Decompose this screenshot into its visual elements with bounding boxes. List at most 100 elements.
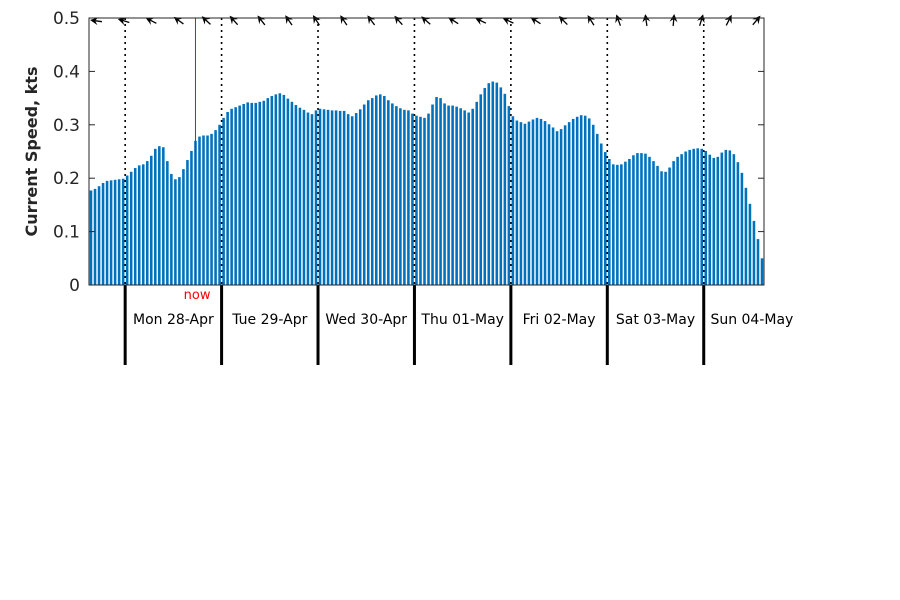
bar bbox=[274, 94, 278, 285]
bar bbox=[640, 153, 643, 285]
bar bbox=[154, 148, 157, 285]
bar bbox=[391, 103, 394, 285]
bar bbox=[664, 171, 667, 285]
arrow-head bbox=[587, 15, 596, 24]
bar bbox=[736, 162, 740, 285]
bar bbox=[266, 98, 270, 285]
bar bbox=[137, 165, 141, 285]
bar bbox=[559, 129, 563, 285]
y-tick-label: 0 bbox=[69, 276, 80, 296]
bar bbox=[652, 161, 655, 285]
bar bbox=[158, 146, 161, 285]
bar bbox=[676, 156, 679, 285]
arrow-head bbox=[367, 15, 376, 25]
day-label: Tue 29-Apr bbox=[231, 312, 307, 328]
bar bbox=[571, 118, 575, 286]
bar bbox=[387, 100, 390, 286]
bar bbox=[660, 171, 663, 285]
bar bbox=[117, 179, 121, 285]
bar bbox=[692, 148, 695, 285]
bar bbox=[672, 161, 675, 285]
direction-arrow bbox=[615, 14, 623, 26]
bar bbox=[704, 150, 708, 285]
bar bbox=[346, 114, 350, 286]
bar bbox=[756, 239, 760, 285]
bar bbox=[443, 103, 446, 285]
bar bbox=[427, 113, 430, 285]
day-label: Sun 04-May bbox=[710, 312, 793, 328]
bar bbox=[395, 106, 398, 285]
direction-arrow bbox=[367, 15, 376, 26]
direction-arrow bbox=[669, 14, 678, 27]
bar bbox=[636, 153, 639, 285]
bar bbox=[579, 115, 583, 285]
bar bbox=[599, 143, 603, 285]
day-axis: Mon 28-Apr Tue 29-Apr Wed 30-Apr Thu 01-May… bbox=[123, 285, 793, 365]
bar bbox=[684, 151, 687, 285]
bar bbox=[487, 83, 491, 286]
bar bbox=[608, 158, 611, 285]
bar bbox=[712, 157, 716, 285]
bar bbox=[306, 112, 310, 286]
bar bbox=[463, 110, 466, 285]
bar bbox=[455, 106, 458, 285]
arrow-head bbox=[117, 17, 127, 26]
bar bbox=[121, 178, 125, 285]
day-dividers bbox=[124, 18, 705, 285]
bar bbox=[238, 105, 241, 285]
bar bbox=[632, 155, 635, 285]
bar bbox=[648, 156, 651, 285]
bar bbox=[439, 98, 442, 285]
day-label: Fri 02-May bbox=[523, 312, 596, 328]
arrow-head bbox=[90, 17, 99, 26]
bar bbox=[174, 179, 177, 285]
bar bbox=[278, 93, 282, 285]
direction-arrow bbox=[752, 15, 761, 26]
bar bbox=[495, 82, 499, 285]
direction-arrow bbox=[587, 15, 596, 26]
bar bbox=[234, 107, 237, 286]
arrow-head bbox=[448, 17, 458, 25]
bar bbox=[503, 93, 507, 285]
direction-arrow bbox=[530, 17, 541, 25]
bar bbox=[170, 173, 173, 285]
bar bbox=[374, 95, 378, 286]
y-tick-label: 0.3 bbox=[53, 116, 80, 136]
bar bbox=[149, 155, 153, 285]
bar bbox=[555, 131, 559, 285]
bar bbox=[129, 171, 133, 285]
bar bbox=[435, 97, 438, 285]
bar bbox=[242, 103, 245, 285]
bar bbox=[178, 177, 181, 285]
direction-arrow bbox=[558, 16, 568, 25]
bar bbox=[133, 168, 137, 285]
y-tick-label: 0.5 bbox=[53, 9, 80, 29]
bar bbox=[459, 108, 462, 285]
bar bbox=[696, 148, 699, 285]
bar bbox=[210, 133, 213, 285]
bar bbox=[226, 111, 229, 285]
arrow-head bbox=[475, 17, 485, 26]
direction-arrow bbox=[90, 17, 103, 26]
direction-arrow bbox=[475, 17, 487, 26]
bar bbox=[403, 109, 406, 285]
bar bbox=[732, 154, 736, 285]
bar bbox=[551, 127, 555, 285]
bar bbox=[616, 164, 619, 285]
y-tick-label: 0.1 bbox=[53, 223, 80, 243]
arrow-head bbox=[530, 17, 540, 25]
bar bbox=[624, 161, 627, 285]
plot-frame bbox=[88, 17, 765, 286]
bar bbox=[206, 135, 209, 285]
bar bbox=[330, 110, 334, 285]
bar bbox=[700, 148, 704, 285]
bar bbox=[519, 122, 523, 285]
arrow-head bbox=[285, 15, 294, 25]
bar bbox=[447, 105, 450, 285]
arrow-head bbox=[615, 14, 623, 24]
bar bbox=[334, 110, 338, 285]
bar bbox=[214, 130, 217, 285]
bar bbox=[166, 161, 169, 285]
bar bbox=[563, 125, 567, 285]
bar bbox=[527, 121, 531, 285]
